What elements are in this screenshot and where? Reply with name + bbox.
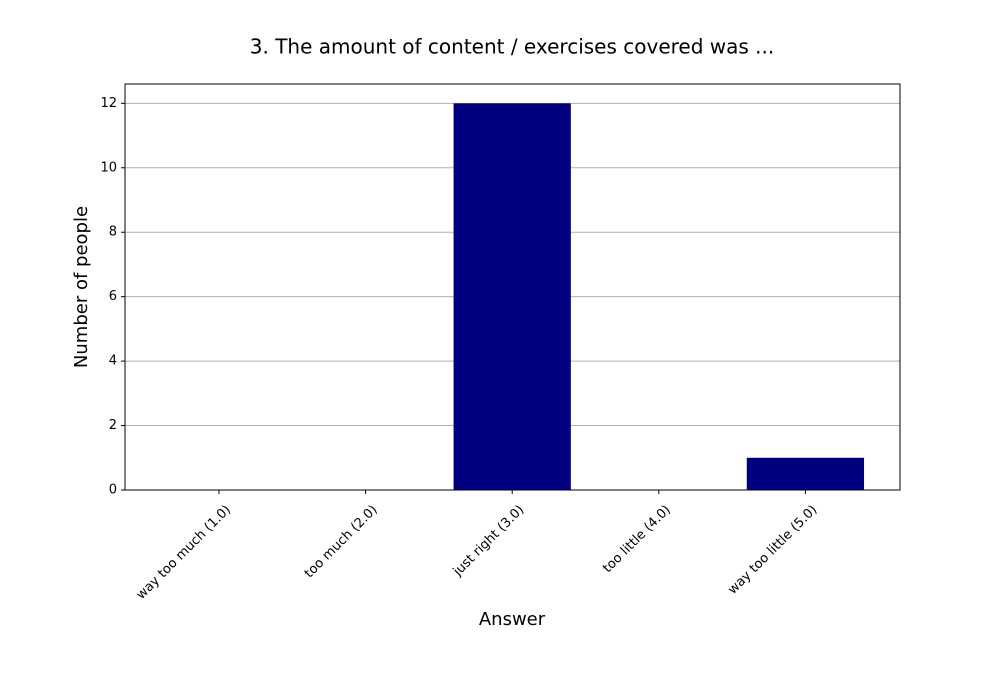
y-tick-label: 0 [109, 483, 117, 498]
y-tick-label: 2 [109, 418, 117, 433]
y-tick-label: 4 [109, 354, 117, 369]
bar [453, 103, 571, 490]
y-tick-label: 8 [109, 225, 117, 240]
y-tick-label: 6 [109, 289, 117, 304]
x-axis-label: Answer [479, 609, 546, 630]
bar [746, 457, 865, 490]
y-axis-label: Number of people [71, 206, 92, 368]
plot-frame [124, 83, 901, 491]
y-tick-label: 12 [100, 96, 117, 111]
y-tick-label: 10 [100, 160, 117, 175]
chart-title: 3. The amount of content / exercises cov… [250, 35, 774, 59]
